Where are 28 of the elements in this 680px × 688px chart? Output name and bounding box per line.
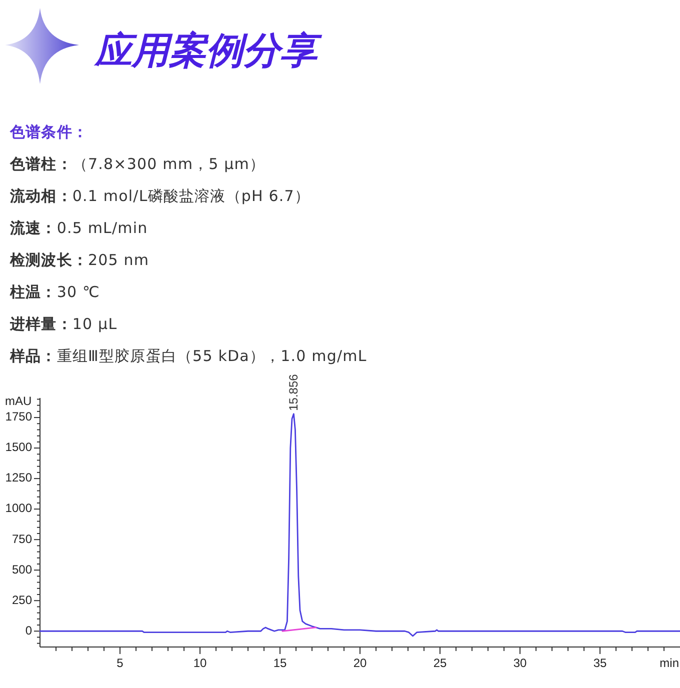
x-tick-label: 20 xyxy=(353,656,367,670)
x-tick-label: 25 xyxy=(433,656,447,670)
x-axis-title: min xyxy=(660,656,679,670)
x-tick-label: 15 xyxy=(273,656,287,670)
y-tick-label: 250 xyxy=(12,592,32,607)
y-tick-label: 500 xyxy=(12,562,32,576)
text: 流动相：0.1 mol/L磷酸盐溶液（pH 6.7） xyxy=(9,187,310,205)
y-tick-label: 1500 xyxy=(5,440,32,454)
annotation: 15.856 xyxy=(286,374,301,411)
y-tick-label: 1000 xyxy=(5,501,32,516)
text: 检测波长：205 nm xyxy=(9,251,150,269)
y-tick-label: 1250 xyxy=(5,470,32,485)
y-tick-label: 750 xyxy=(12,532,32,546)
text: 样品：重组Ⅲ型胶原蛋白（55 kDa），1.0 mg/mL xyxy=(9,347,367,365)
x-tick-label: 30 xyxy=(513,656,527,670)
line-series xyxy=(39,413,680,637)
y-axis-title: mAU xyxy=(5,394,32,408)
text: 色谱柱：（7.8×300 mm，5 μm） xyxy=(9,155,266,173)
x-tick-label: 35 xyxy=(593,656,607,670)
y-tick-label: 1750 xyxy=(5,410,32,424)
text: 流速：0.5 mL/min xyxy=(9,219,148,237)
text: 进样量：10 μL xyxy=(9,315,118,333)
chart-subtitle: 色谱条件： xyxy=(9,123,88,141)
x-tick-label: 5 xyxy=(116,656,124,670)
x-tick-label: 10 xyxy=(193,656,207,670)
chart-title: 应用案例分享 xyxy=(93,29,323,72)
text: 柱温：30 ℃ xyxy=(9,283,100,301)
y-tick-label: 0 xyxy=(25,623,32,638)
